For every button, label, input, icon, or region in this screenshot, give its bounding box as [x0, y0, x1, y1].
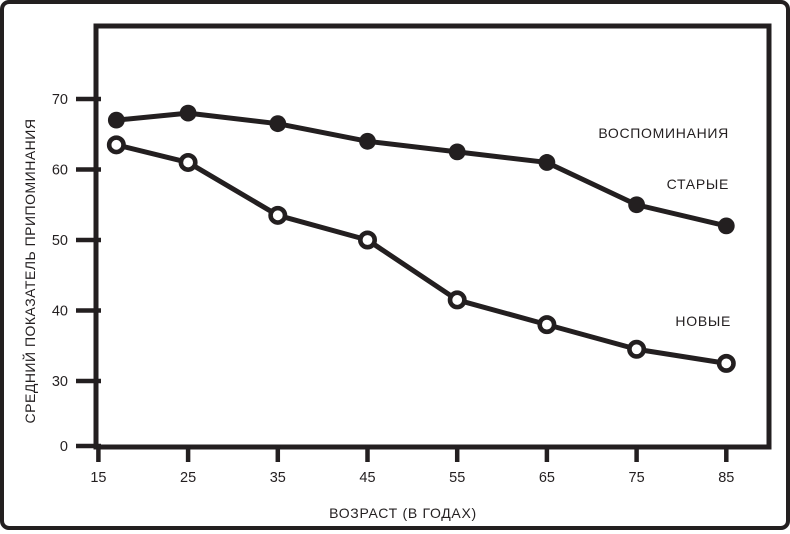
- y-tick-label: 50: [52, 233, 68, 249]
- x-tick-label: 75: [629, 470, 645, 486]
- y-axis-title: СРЕДНИЙ ПОКАЗАТЕЛЬ ПРИПОМИНАНИЯ: [21, 119, 38, 424]
- x-tick-label: 55: [449, 470, 465, 486]
- data-point-open-circle: [447, 290, 467, 310]
- x-tick-label: 35: [270, 470, 286, 486]
- chart-canvas: 0 30 40 50 60 70 15 25 35 45 55 65 75 85 ВОСПОМИНАНИЯ С…: [21, 23, 772, 521]
- data-point-filled-circle: [717, 217, 735, 235]
- y-tick-label: 40: [52, 304, 68, 320]
- y-tick-label: 0: [60, 439, 68, 455]
- x-tick-label: 25: [180, 470, 196, 486]
- data-point-open-circle: [537, 315, 557, 335]
- x-axis-title: ВОЗРАСТ (В ГОДАХ): [329, 505, 477, 521]
- data-point-filled-circle: [179, 104, 197, 122]
- x-tick-label: 85: [718, 470, 734, 486]
- x-tick-label: 15: [90, 470, 106, 486]
- data-point-open-circle: [627, 339, 647, 359]
- series-line-new-memories: [113, 142, 729, 366]
- series-annotation-label: СТАРЫЕ: [667, 176, 729, 192]
- y-tick-label: 60: [52, 163, 68, 179]
- data-point-open-circle: [268, 205, 288, 225]
- series-line-old-memories: [113, 110, 729, 229]
- x-tick-label: 45: [359, 470, 375, 486]
- data-point-filled-circle: [269, 115, 287, 133]
- data-point-filled-circle: [448, 143, 466, 161]
- series-annotation-label: ВОСПОМИНАНИЯ: [598, 125, 729, 141]
- y-tick-label: 30: [52, 374, 68, 390]
- data-point-filled-circle: [538, 154, 556, 171]
- x-tick-label: 65: [539, 470, 555, 486]
- data-point-open-circle: [178, 152, 198, 172]
- data-point-filled-circle: [628, 196, 645, 214]
- data-point-open-circle: [106, 135, 126, 155]
- plot-frame: [93, 23, 772, 450]
- y-tick-label: 70: [52, 92, 68, 108]
- data-point-filled-circle: [359, 132, 376, 150]
- data-point-filled-circle: [107, 111, 125, 129]
- data-point-open-circle: [716, 353, 736, 373]
- data-point-open-circle: [357, 230, 377, 250]
- series-annotation-label: НОВЫЕ: [675, 313, 731, 329]
